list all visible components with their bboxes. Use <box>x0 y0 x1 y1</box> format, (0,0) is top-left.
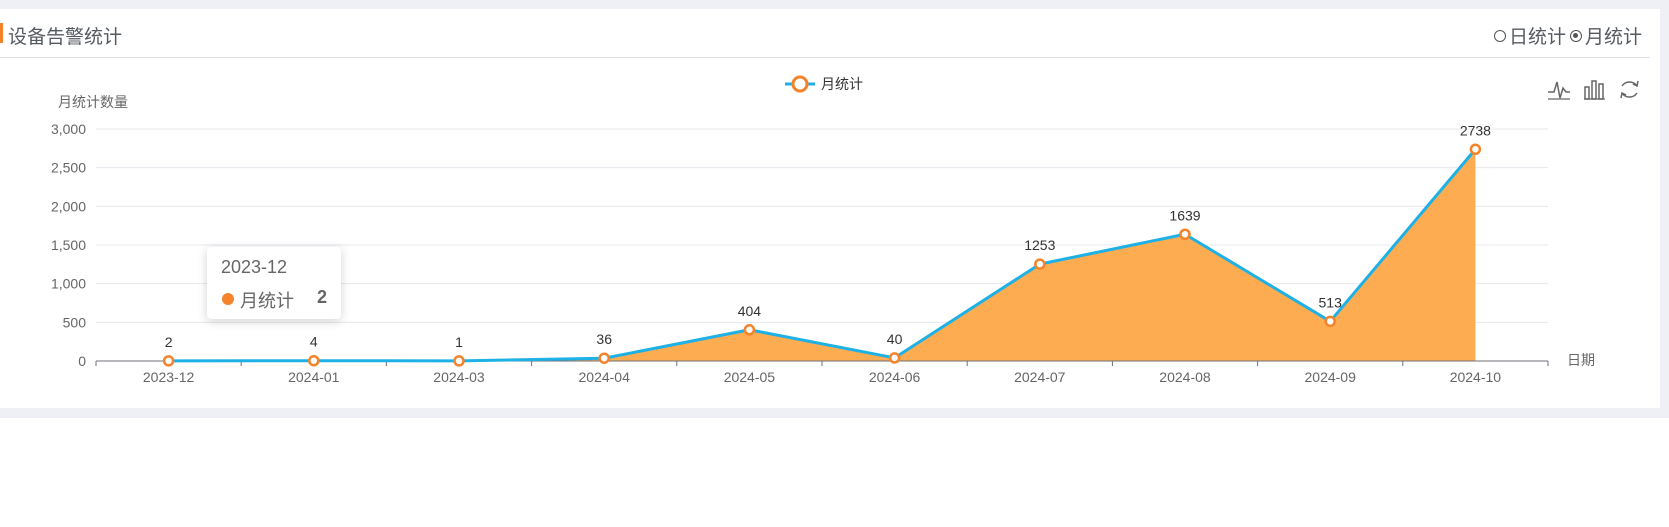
y-axis-title: 月统计数量 <box>58 94 128 110</box>
tooltip-series-name: 月统计 <box>240 291 294 311</box>
y-tick-label: 2,000 <box>51 198 86 214</box>
top-strip <box>0 0 1669 9</box>
title-accent-bar <box>0 23 3 43</box>
x-tick-label: 2024-03 <box>433 369 485 385</box>
bar-chart-icon[interactable] <box>1584 80 1605 100</box>
data-label: 4 <box>310 334 318 350</box>
data-label: 404 <box>738 303 762 319</box>
x-axis-title: 日期 <box>1567 352 1595 368</box>
line-chart-icon[interactable] <box>1548 81 1570 100</box>
y-tick-label: 3,000 <box>51 121 86 137</box>
data-point <box>453 355 465 367</box>
label-layer: 2 4 1 36 404 40 1253 1639 513 2738 <box>165 122 1491 350</box>
x-tick-label: 2024-04 <box>579 369 631 385</box>
data-label: 40 <box>887 331 903 347</box>
legend-marker <box>791 75 809 93</box>
legend-label: 月统计 <box>821 76 863 92</box>
section-gap <box>0 408 1669 418</box>
data-point <box>1179 228 1191 241</box>
data-label: 36 <box>596 331 612 347</box>
x-tick-label: 2024-06 <box>869 369 921 385</box>
data-point <box>1324 315 1336 328</box>
point-layer <box>162 143 1482 367</box>
radio-monthly[interactable]: 月统计 <box>1569 22 1642 49</box>
data-label: 1253 <box>1024 237 1055 253</box>
alarm-area-chart: 0 500 1,000 1,500 2,000 2,500 3,000 2023-12 2024… <box>51 75 1639 385</box>
x-tick-label: 2024-01 <box>288 369 340 385</box>
x-tick-label: 2024-07 <box>1014 369 1066 385</box>
tooltip-value: 2 <box>316 287 327 307</box>
series-line <box>168 148 1477 363</box>
tooltip-title: 2023-12 <box>221 257 288 277</box>
chart-tooltip: 2023-12 月统计 2 <box>207 247 341 319</box>
area-layer <box>168 149 1476 361</box>
radio-monthly-label: 月统计 <box>1584 27 1642 48</box>
y-tick-label: 1,500 <box>51 237 86 253</box>
x-tick-label: 2024-10 <box>1450 369 1502 385</box>
radio-daily[interactable]: 日统计 <box>1493 22 1566 49</box>
x-tick-label: 2024-08 <box>1159 369 1211 385</box>
radio-monthly-circle[interactable] <box>1569 29 1582 42</box>
data-label: 2 <box>165 334 173 350</box>
data-label: 1 <box>455 334 463 350</box>
x-tick-label: 2024-09 <box>1305 369 1357 385</box>
legend[interactable]: 月统计 <box>785 75 863 93</box>
data-point <box>1469 143 1482 156</box>
y-tick-label: 500 <box>63 314 87 330</box>
x-tick-label: 2024-05 <box>724 369 776 385</box>
data-label: 1639 <box>1169 207 1200 223</box>
series-area <box>168 149 1476 361</box>
data-label: 2738 <box>1460 122 1491 138</box>
data-point <box>1034 258 1046 270</box>
radio-daily-circle[interactable] <box>1493 29 1506 42</box>
radio-daily-label: 日统计 <box>1508 27 1566 48</box>
data-point <box>308 354 320 367</box>
x-tick-label: 2023-12 <box>143 369 195 385</box>
panel-header: 设备告警统计 日统计 月统计 <box>0 9 1650 58</box>
data-point <box>598 352 610 364</box>
data-point <box>743 324 756 336</box>
y-tick-label: 0 <box>78 353 86 369</box>
data-point <box>162 355 175 367</box>
panel-title: 设备告警统计 <box>8 27 123 48</box>
stat-mode-radio-group: 日统计 月统计 <box>1493 22 1642 49</box>
right-strip <box>1660 0 1669 418</box>
data-point <box>888 352 901 364</box>
tooltip-series-dot <box>222 293 234 305</box>
data-label: 513 <box>1319 294 1343 310</box>
line-layer <box>168 148 1477 363</box>
y-tick-label: 2,500 <box>51 160 86 176</box>
y-tick-label: 1,000 <box>51 276 86 292</box>
axis-layer: 0 500 1,000 1,500 2,000 2,500 3,000 2023-12 2024… <box>51 121 1549 385</box>
refresh-icon[interactable] <box>1620 80 1639 99</box>
